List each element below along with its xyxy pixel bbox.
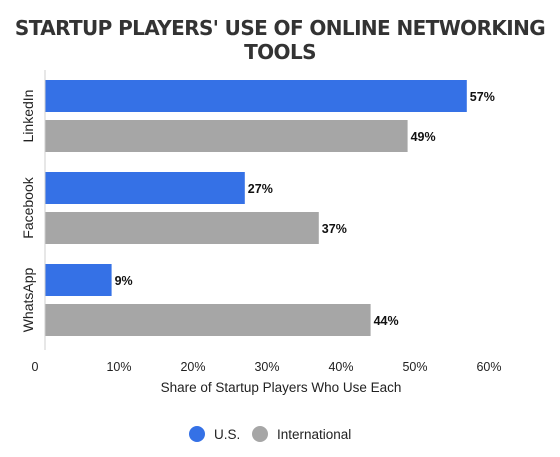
category-label-facebook: Facebook	[20, 176, 36, 238]
data-label: 37%	[322, 222, 347, 236]
x-tick-label: 20%	[180, 360, 205, 374]
legend-swatch-international	[252, 426, 268, 442]
x-tick-label: 30%	[254, 360, 279, 374]
category-labels: LinkedIn Facebook WhatsApp	[20, 90, 36, 333]
bar-facebook-international	[45, 212, 319, 244]
chart-title: STARTUP PLAYERS' USE OF ONLINE NETWORKIN…	[14, 16, 546, 64]
category-label-whatsapp: WhatsApp	[20, 267, 36, 332]
category-label-linkedin: LinkedIn	[20, 90, 36, 143]
data-label: 44%	[374, 314, 399, 328]
x-tick-label: 10%	[106, 360, 131, 374]
data-label: 49%	[411, 130, 436, 144]
x-axis-ticks: 0 10% 20% 30% 40% 50% 60%	[32, 360, 502, 374]
data-label: 57%	[470, 90, 495, 104]
bars-group: 57% 49% 27% 37% 9% 44%	[45, 80, 495, 336]
x-tick-label: 60%	[476, 360, 501, 374]
data-label: 27%	[248, 182, 273, 196]
x-tick-label: 50%	[402, 360, 427, 374]
legend: U.S. International	[189, 426, 351, 442]
data-label: 9%	[115, 274, 133, 288]
bar-facebook-us	[45, 172, 245, 204]
bar-linkedin-international	[45, 120, 408, 152]
bar-linkedin-us	[45, 80, 467, 112]
x-tick-label: 40%	[328, 360, 353, 374]
legend-swatch-us	[189, 426, 205, 442]
bar-whatsapp-international	[45, 304, 371, 336]
bar-whatsapp-us	[45, 264, 112, 296]
x-axis-title: Share of Startup Players Who Use Each	[161, 380, 402, 395]
x-tick-label: 0	[32, 360, 39, 374]
legend-label-us: U.S.	[214, 427, 240, 442]
legend-label-international: International	[277, 427, 351, 442]
